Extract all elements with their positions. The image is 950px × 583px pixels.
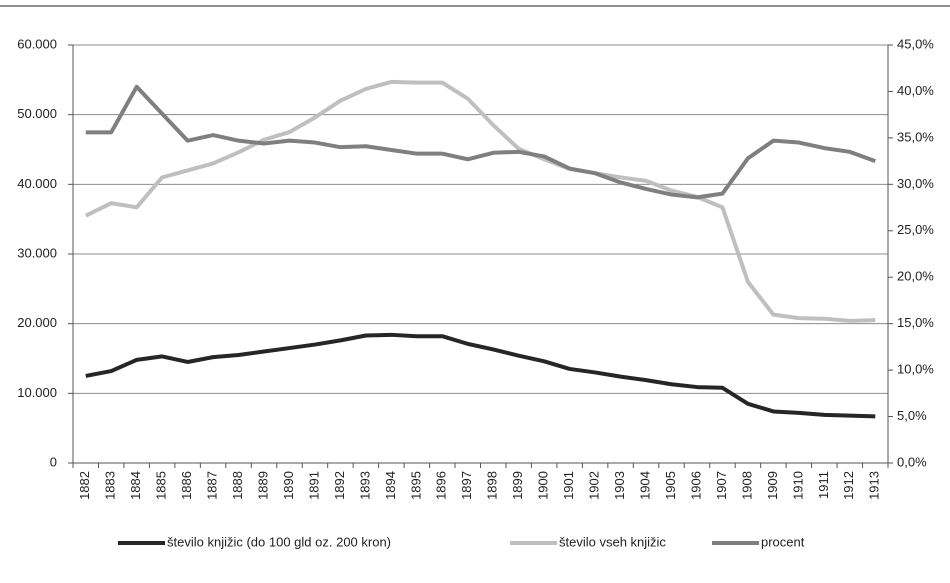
y-tick-label: 30.000 [17,245,57,260]
legend-label: število vseh knjižic [559,534,666,549]
x-tick-label: 1897 [459,471,474,500]
x-tick-label: 1891 [306,471,321,500]
y-tick-label: 50.000 [17,106,57,121]
legend-label: procent [761,534,805,549]
x-tick-label: 1887 [205,471,220,500]
y2-tick-label: 30,0% [897,176,934,191]
x-tick-label: 1900 [536,471,551,500]
x-tick-label: 1902 [587,471,602,500]
x-tick-label: 1889 [255,471,270,500]
x-tick-label: 1895 [408,471,423,500]
x-tick-label: 1903 [612,471,627,500]
x-tick-label: 1885 [154,471,169,500]
y2-tick-label: 10,0% [897,362,934,377]
x-tick-label: 1907 [714,471,729,500]
x-tick-label: 1883 [103,471,118,500]
y2-tick-label: 15,0% [897,315,934,330]
y2-tick-label: 45,0% [897,36,934,51]
legend-label: število knjižic (do 100 gld oz. 200 kron… [167,534,391,549]
x-tick-label: 1886 [179,471,194,500]
y-tick-label: 20.000 [17,315,57,330]
y2-tick-label: 5,0% [897,408,927,423]
x-tick-label: 1896 [434,471,449,500]
x-tick-label: 1904 [637,471,652,500]
y2-tick-label: 35,0% [897,129,934,144]
y-tick-label: 0 [50,454,57,469]
x-tick-label: 1908 [739,471,754,500]
x-tick-label: 1912 [841,471,856,500]
x-tick-label: 1909 [765,471,780,500]
x-tick-label: 1882 [77,471,92,500]
x-tick-label: 1888 [230,471,245,500]
x-tick-label: 1899 [510,471,525,500]
x-tick-label: 1892 [332,471,347,500]
series-line [85,84,876,200]
y2-tick-label: 0,0% [897,454,927,469]
x-tick-label: 1893 [357,471,372,500]
y2-tick-label: 20,0% [897,269,934,284]
x-tick-label: 1884 [128,471,143,500]
x-tick-label: 1906 [688,471,703,500]
series-line [85,332,876,419]
y2-tick-label: 25,0% [897,222,934,237]
series-line [84,79,876,323]
x-tick-label: 1898 [485,471,500,500]
y-tick-label: 60.000 [17,36,57,51]
x-tick-label: 1905 [663,471,678,500]
x-tick-label: 1910 [790,471,805,500]
x-tick-label: 1911 [816,471,831,499]
y-tick-label: 40.000 [17,176,57,191]
x-tick-label: 1890 [281,471,296,500]
x-tick-label: 1894 [383,471,398,500]
y2-tick-label: 40,0% [897,83,934,98]
y-tick-label: 10.000 [17,385,57,400]
x-tick-label: 1901 [561,471,576,500]
x-tick-label: 1913 [867,471,882,500]
